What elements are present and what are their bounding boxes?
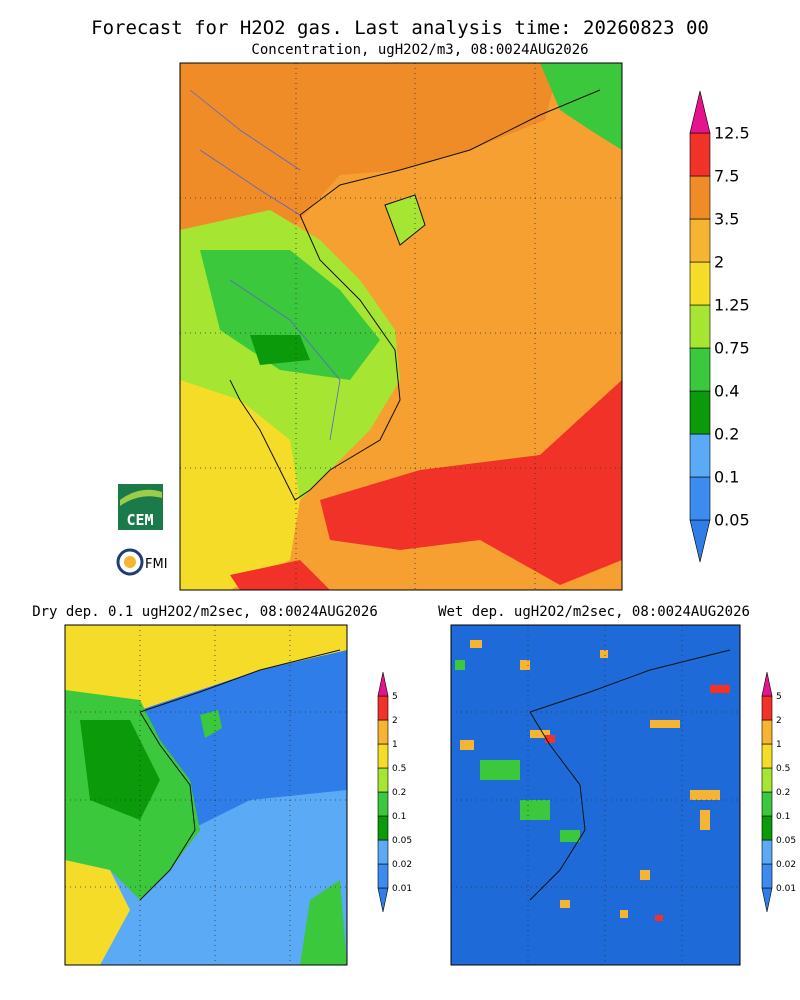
colorbar-label: 2 [392,716,398,726]
colorbar-label: 7.5 [714,167,739,186]
colorbar-segment [689,218,711,263]
colorbar-label: 0.2 [392,788,406,798]
page-title: Forecast for H2O2 gas. Last analysis tim… [91,17,709,39]
colorbar-label: 0.5 [776,764,790,774]
colorbar-label: 1.25 [714,296,750,315]
fmi-logo: FMI [116,548,168,576]
colorbar-segment [761,695,773,721]
colorbar-segment [377,695,389,721]
colorbar-segment [377,719,389,745]
colorbar-segment [689,476,711,521]
cem-label: CEM [126,511,153,529]
colorbar-label: 0.05 [392,836,412,846]
colorbar-label: 5 [392,692,398,702]
colorbar-segment [689,347,711,392]
colorbar-label: 0.75 [714,339,750,358]
cem-logo: CEM [118,484,163,530]
colorbar-segment [761,863,773,889]
colorbar-cap [689,90,711,134]
colorbar-segment [761,743,773,769]
colorbar-segment [377,863,389,889]
colorbar-label: 0.02 [776,860,796,870]
colorbar-label: 12.5 [714,124,750,143]
colorbar-label: 0.01 [776,884,796,894]
colorbar-segment [377,767,389,793]
colorbar-label: 0.2 [776,788,790,798]
dry-title: Dry dep. 0.1 ugH2O2/m2sec, 08:0024AUG202… [32,604,378,620]
colorbar-cap [761,671,773,697]
colorbar-cap [377,887,389,913]
colorbar-segment [377,791,389,817]
colorbar-segment [689,132,711,177]
colorbar-label: 0.1 [776,812,790,822]
colorbar-label: 0.1 [392,812,406,822]
colorbar-segment [761,815,773,841]
colorbar-segment [377,743,389,769]
colorbar-label: 2 [714,253,724,272]
colorbar-segment [689,175,711,220]
colorbar-segment [761,719,773,745]
colorbar-segment [761,767,773,793]
colorbar-label: 0.1 [714,468,739,487]
colorbar-label: 0.05 [776,836,796,846]
colorbar-label: 2 [776,716,782,726]
dry-map [64,624,348,966]
colorbar-segment [689,304,711,349]
colorbar-label: 0.05 [714,511,750,530]
colorbar-segment [689,433,711,478]
colorbar-label: 1 [776,740,782,750]
colorbar-label: 0.5 [392,764,406,774]
main-subtitle: Concentration, ugH2O2/m3, 08:0024AUG2026 [251,42,588,58]
colorbar-label: 1 [392,740,398,750]
colorbar-cap [689,519,711,563]
wet-map [450,624,741,966]
wet-title: Wet dep. ugH2O2/m2sec, 08:0024AUG2026 [438,604,750,620]
colorbar-label: 5 [776,692,782,702]
colorbar-label: 0.01 [392,884,412,894]
colorbar-label: 0.2 [714,425,739,444]
colorbar-segment [761,791,773,817]
colorbar-segment [377,839,389,865]
colorbar-segment [689,261,711,306]
colorbar-cap [761,887,773,913]
colorbar-label: 3.5 [714,210,739,229]
colorbar-label: 0.02 [392,860,412,870]
colorbar-cap [377,671,389,697]
colorbar-segment [689,390,711,435]
fmi-label: FMI [145,557,168,572]
colorbar-segment [761,839,773,865]
main-map [179,62,623,591]
colorbar-segment [377,815,389,841]
colorbar-label: 0.4 [714,382,739,401]
